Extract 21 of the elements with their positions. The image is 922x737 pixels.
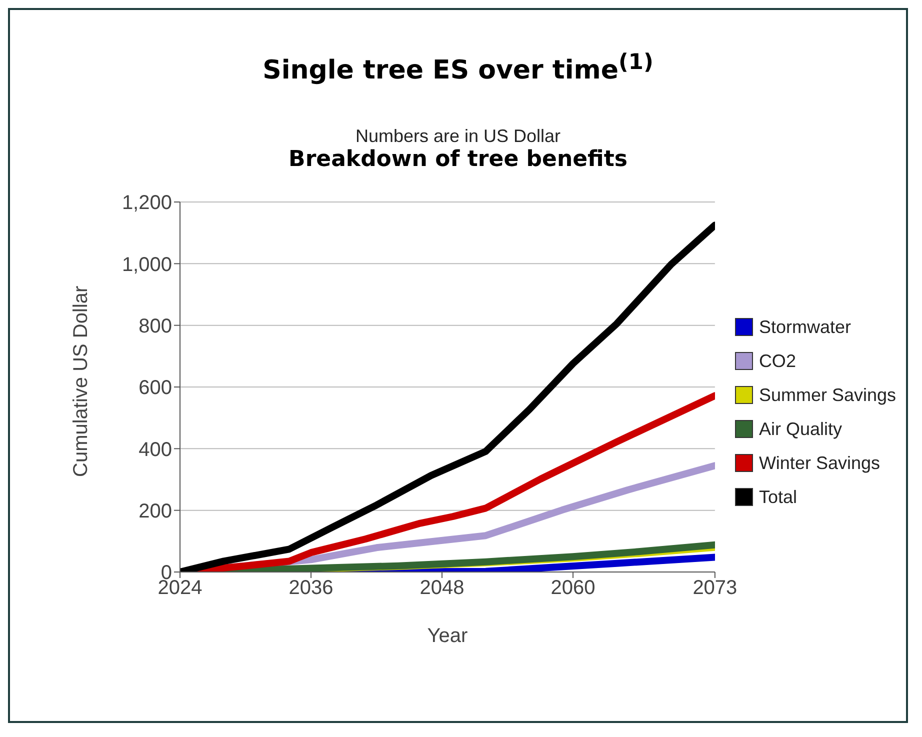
y-tick-label: 400 [138,438,172,460]
legend-label: Total [758,486,798,509]
chart-title: Single tree ES over time$^{(1)}$ [262,50,654,86]
y-tick-label: 600 [138,376,172,399]
y-tick-label: 800 [138,315,172,338]
x-tick-label: 2073 [692,576,738,599]
y-axis-title: Cumulative US Dollar [70,285,92,477]
text: Breakdown of tree benefits [288,146,628,172]
chart-subtitle: Numbers are in US Dollar [354,126,562,147]
legend-label: Stormwater [758,316,852,339]
legend-label: CO2 [758,350,797,373]
y-tick-label: 200 [138,500,172,522]
legend-label: Summer Savings [758,384,896,407]
x-axis-title: Year [427,624,468,647]
x-tick-label: 2060 [550,576,596,599]
y-tick-label: 1,200 [122,192,172,214]
x-tick-label: 2048 [420,576,464,599]
legend-label: Winter Savings [758,452,881,475]
x-tick-label: 2036 [288,576,334,599]
y-tick-label: 1,000 [122,253,172,276]
legend-label: Air Quality [758,418,843,441]
